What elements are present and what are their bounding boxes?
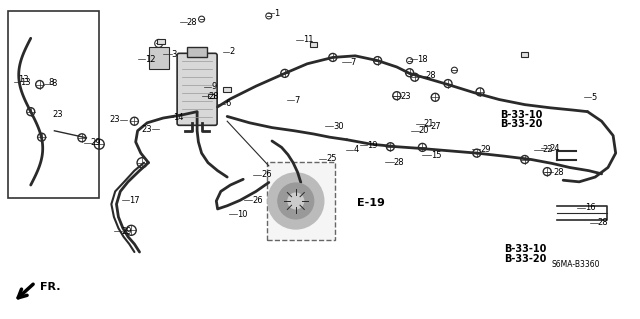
Text: 10: 10	[237, 210, 247, 219]
Text: 24: 24	[549, 144, 559, 152]
FancyBboxPatch shape	[177, 53, 217, 125]
Text: 20: 20	[419, 126, 429, 135]
Bar	[157, 39, 165, 44]
Text: 12: 12	[145, 55, 155, 63]
Text: 29: 29	[480, 145, 490, 154]
Bar	[8, 11, 99, 198]
Text: 26: 26	[261, 170, 272, 179]
Bar	[310, 41, 317, 47]
Text: 13: 13	[18, 75, 29, 84]
Text: 15: 15	[431, 151, 441, 160]
Circle shape	[288, 193, 304, 209]
Text: 7: 7	[294, 96, 300, 105]
Text: 26: 26	[252, 196, 263, 205]
Text: 17: 17	[129, 196, 140, 205]
Text: 4: 4	[353, 145, 358, 154]
Text: 28: 28	[187, 18, 198, 27]
Text: 28: 28	[426, 71, 436, 80]
Text: 8: 8	[51, 79, 56, 88]
Circle shape	[278, 183, 314, 219]
Text: 19: 19	[367, 141, 378, 150]
Bar	[267, 162, 335, 240]
Text: 2: 2	[229, 47, 234, 56]
Text: 3: 3	[172, 50, 177, 59]
Text: 28: 28	[209, 92, 220, 101]
Text: 6: 6	[225, 99, 230, 108]
Text: 1: 1	[274, 9, 279, 18]
Text: FR.: FR.	[40, 282, 61, 292]
Text: 11: 11	[303, 35, 314, 44]
Text: B-33-10: B-33-10	[500, 110, 543, 120]
Text: E-19: E-19	[357, 197, 385, 208]
Text: S6MA-B3360: S6MA-B3360	[552, 260, 600, 269]
Circle shape	[268, 173, 324, 229]
Text: 25: 25	[326, 154, 337, 163]
Text: 5: 5	[591, 93, 596, 102]
Text: 27: 27	[430, 122, 441, 130]
Text: 28: 28	[394, 158, 404, 167]
Bar	[522, 52, 528, 57]
Text: 28: 28	[598, 218, 609, 227]
Text: 30: 30	[333, 122, 344, 130]
Text: 8: 8	[48, 78, 53, 87]
Text: 18: 18	[417, 55, 428, 63]
Bar	[208, 94, 214, 98]
Text: B-33-20: B-33-20	[500, 119, 543, 130]
Text: 29: 29	[91, 138, 101, 147]
Bar	[223, 87, 231, 93]
Text: 13: 13	[20, 78, 31, 87]
Text: 28: 28	[553, 168, 564, 177]
Text: 23: 23	[141, 125, 152, 134]
Text: B-33-20: B-33-20	[504, 254, 547, 264]
Text: B-33-10: B-33-10	[504, 244, 547, 255]
Text: 14: 14	[173, 113, 183, 122]
Text: 21: 21	[424, 119, 434, 128]
Text: 9: 9	[211, 82, 216, 91]
Text: 29: 29	[122, 227, 132, 236]
Bar	[148, 48, 169, 70]
Text: 23: 23	[400, 92, 411, 101]
Text: 7: 7	[351, 58, 356, 67]
Text: 23: 23	[52, 110, 63, 119]
Text: 23: 23	[109, 115, 120, 124]
Text: 16: 16	[585, 204, 596, 212]
Bar	[187, 47, 207, 57]
Text: 22: 22	[543, 145, 553, 154]
